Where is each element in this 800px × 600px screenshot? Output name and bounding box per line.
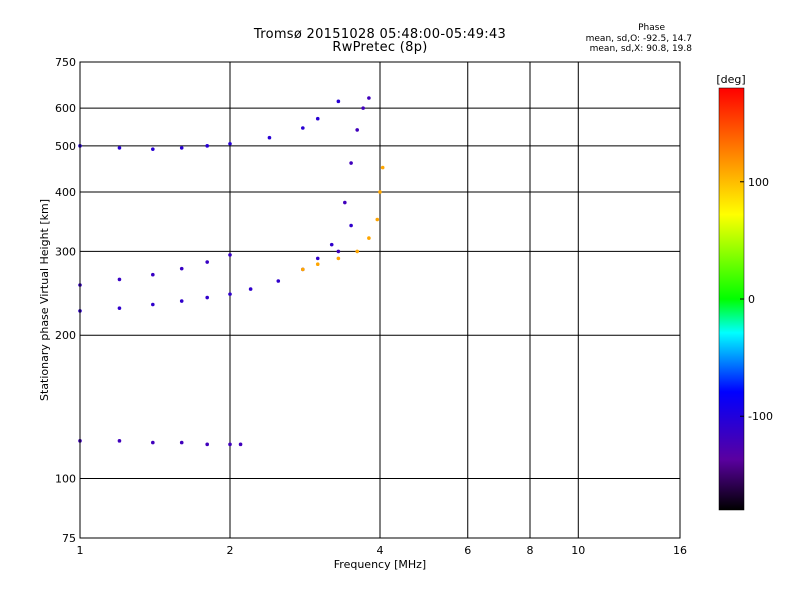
y-tick-label: 100	[55, 473, 76, 486]
data-point	[267, 135, 272, 140]
y-axis-label: Stationary phase Virtual Height [km]	[38, 199, 51, 401]
chart-title: Tromsø 20151028 05:48:00-05:49:43	[253, 27, 507, 42]
x-tick-label: 1	[77, 544, 84, 557]
colorbar-tick-label: 0	[748, 293, 755, 306]
data-points	[78, 96, 385, 447]
data-point	[228, 292, 232, 296]
data-point	[378, 190, 382, 194]
data-point	[205, 260, 209, 264]
data-point	[315, 116, 320, 121]
data-point	[336, 256, 341, 261]
data-point	[228, 442, 232, 447]
x-tick-label: 2	[227, 544, 234, 557]
y-tick-label: 75	[62, 532, 76, 545]
data-point	[329, 242, 334, 247]
data-point	[367, 236, 371, 240]
data-point	[248, 287, 253, 291]
data-point	[117, 146, 122, 150]
y-tick-label: 200	[55, 329, 76, 342]
grid-lines	[80, 62, 680, 538]
data-point	[276, 279, 281, 283]
data-point	[151, 440, 155, 445]
data-point	[315, 262, 320, 267]
data-point	[117, 439, 122, 443]
x-tick-label: 8	[527, 544, 534, 557]
chart-subtitle: RwPretec (8p)	[332, 40, 428, 55]
x-tick-label: 4	[377, 544, 384, 557]
x-axis-label: Frequency [MHz]	[334, 558, 426, 571]
data-point	[179, 266, 184, 271]
data-point	[151, 147, 155, 151]
data-point	[205, 295, 209, 300]
y-tick-label: 750	[55, 56, 76, 69]
data-point	[349, 223, 353, 228]
data-point	[380, 165, 385, 170]
stats-x-mode: mean, sd,X: 90.8, 19.8	[589, 44, 692, 54]
data-point	[151, 302, 155, 307]
data-point	[336, 249, 341, 254]
y-tick-label: 600	[55, 102, 76, 115]
colorbar-label: [deg]	[716, 73, 745, 86]
data-point	[349, 161, 353, 165]
data-point	[367, 96, 371, 100]
x-tick-label: 6	[464, 544, 471, 557]
data-point	[151, 272, 155, 277]
colorbar-ticks: 100 0 -100	[740, 176, 773, 423]
y-tick-label: 400	[55, 186, 76, 199]
data-point	[238, 442, 243, 447]
data-point	[361, 106, 365, 110]
data-point	[355, 128, 359, 132]
data-point	[179, 299, 184, 303]
data-point	[205, 144, 209, 148]
plot-frame	[79, 61, 681, 539]
data-point	[355, 249, 359, 254]
stats-o-mode: mean, sd,O: -92.5, 14.7	[585, 34, 692, 44]
stats-heading: Phase	[638, 23, 665, 33]
data-point	[205, 442, 209, 447]
y-tick-label: 500	[55, 140, 76, 153]
data-point	[179, 146, 184, 150]
y-tick-label: 300	[55, 245, 76, 258]
data-point	[228, 141, 232, 146]
axis-ticks: 1 2 4 6 8 10 16 75 100 200 300 400 500 600 750	[55, 56, 687, 557]
data-point	[301, 267, 305, 272]
data-point	[301, 126, 305, 130]
colorbar-tick-label: 100	[748, 176, 769, 189]
data-point	[228, 253, 232, 257]
colorbar	[718, 87, 745, 511]
x-tick-label: 16	[673, 544, 687, 557]
data-point	[375, 217, 380, 222]
data-point	[315, 256, 320, 261]
data-point	[117, 277, 122, 282]
colorbar-tick-label: -100	[748, 410, 773, 423]
data-point	[343, 200, 347, 205]
data-point	[117, 306, 122, 310]
x-tick-label: 10	[571, 544, 585, 557]
data-point	[336, 99, 341, 104]
data-point	[179, 440, 184, 445]
